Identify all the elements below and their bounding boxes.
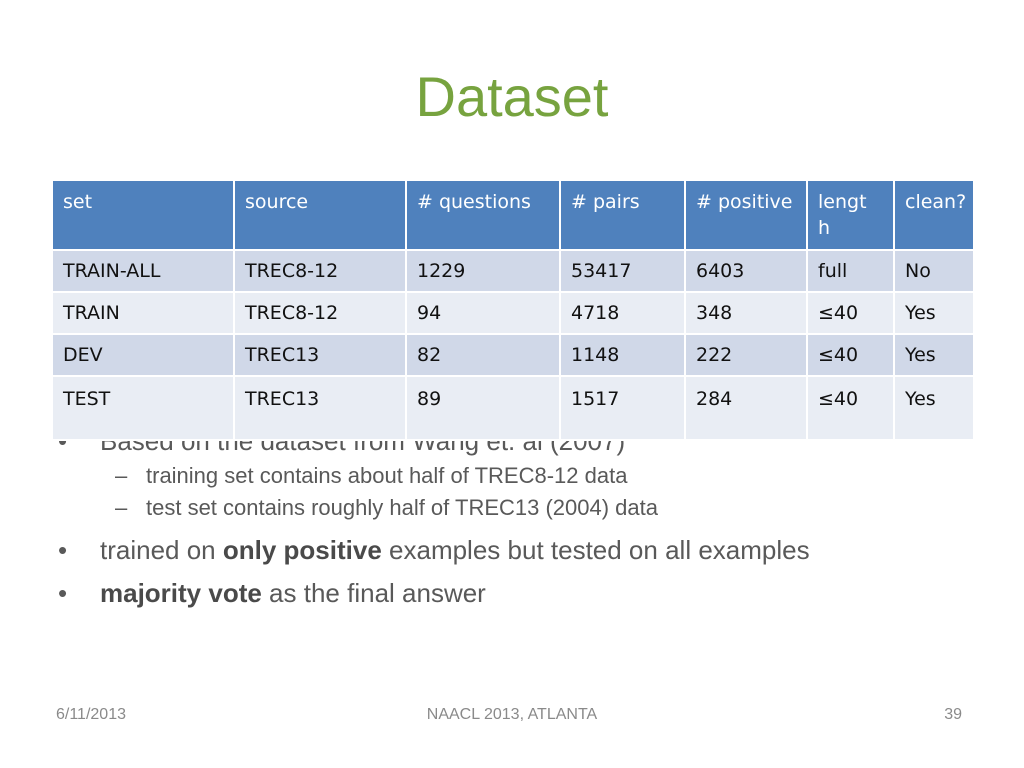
bullet-text-bold: majority vote (100, 578, 262, 608)
table-cell: TEST (51, 375, 235, 441)
table-cell: Yes (893, 291, 975, 335)
table-cell: TRAIN (51, 291, 235, 335)
bullet-text-pre: trained on (100, 535, 223, 565)
bullet-text-bold: only positive (222, 535, 382, 565)
table-cell: TREC13 (233, 333, 407, 377)
table-cell: 6403 (684, 249, 808, 293)
table-cell: 89 (405, 375, 561, 441)
table-cell: 94 (405, 291, 561, 335)
sub-bullet-text: test set contains roughly half of TREC13… (146, 495, 658, 520)
bullet-text-post: examples but tested on all examples (381, 535, 810, 565)
table-cell: TREC8-12 (233, 291, 407, 335)
table-cell: No (893, 249, 975, 293)
table-row: TRAIN TREC8-12 94 4718 348 ≤40 Yes (51, 291, 975, 335)
sub-bullet-item: – test set contains roughly half of TREC… (58, 494, 958, 522)
table-cell: 1517 (559, 375, 686, 441)
table-cell: 284 (684, 375, 808, 441)
bullet-list: • Based on the dataset from Wang et. al … (58, 425, 958, 620)
header-cell: lengt h (806, 179, 895, 251)
sub-bullet-text: training set contains about half of TREC… (146, 463, 628, 488)
table-cell: 348 (684, 291, 808, 335)
header-cell: clean? (893, 179, 975, 251)
table-cell: ≤40 (806, 375, 895, 441)
bullet-dot: • (58, 426, 68, 456)
sub-bullet-list: – training set contains about half of TR… (100, 462, 958, 522)
table-cell: 4718 (559, 291, 686, 335)
table-cell: ≤40 (806, 291, 895, 335)
bullet-item: • majority vote as the final answer (58, 577, 958, 610)
footer-page-number: 39 (944, 706, 962, 723)
bullet-dot: • (58, 535, 68, 565)
table-cell: 222 (684, 333, 808, 377)
table-row: TRAIN-ALL TREC8-12 1229 53417 6403 full … (51, 249, 975, 293)
table-row: DEV TREC13 82 1148 222 ≤40 Yes (51, 333, 975, 377)
header-cell: # questions (405, 179, 561, 251)
bullet-dot: • (58, 578, 68, 608)
table-cell: TREC8-12 (233, 249, 407, 293)
header-cell: source (233, 179, 407, 251)
sub-bullet-dash: – (115, 463, 128, 488)
table-row: TEST TREC13 89 1517 284 ≤40 Yes (51, 375, 975, 441)
table-cell: 1229 (405, 249, 561, 293)
footer-conference: NAACL 2013, ATLANTA (426, 706, 598, 723)
header-cell: # positive (684, 179, 808, 251)
table-cell: 82 (405, 333, 561, 377)
table-header-row: set source # questions # pairs # positiv… (51, 179, 975, 251)
table-cell: TRAIN-ALL (51, 249, 235, 293)
slide-title: Dataset (415, 65, 609, 128)
table-cell: DEV (51, 333, 235, 377)
header-cell: # pairs (559, 179, 686, 251)
table-cell: TREC13 (233, 375, 407, 441)
table-cell: 53417 (559, 249, 686, 293)
table-cell: ≤40 (806, 333, 895, 377)
bullet-text-post: as the final answer (261, 578, 486, 608)
dataset-table: set source # questions # pairs # positiv… (51, 179, 975, 441)
table-cell: Yes (893, 333, 975, 377)
bullet-item: • trained on only positive examples but … (58, 534, 958, 567)
footer-date: 6/11/2013 (56, 706, 126, 723)
table-cell: 1148 (559, 333, 686, 377)
bullet-item: • Based on the dataset from Wang et. al … (58, 425, 958, 522)
header-cell: set (51, 179, 235, 251)
table-cell: full (806, 249, 895, 293)
sub-bullet-item: – training set contains about half of TR… (58, 462, 958, 490)
table-cell: Yes (893, 375, 975, 441)
sub-bullet-dash: – (115, 495, 128, 520)
